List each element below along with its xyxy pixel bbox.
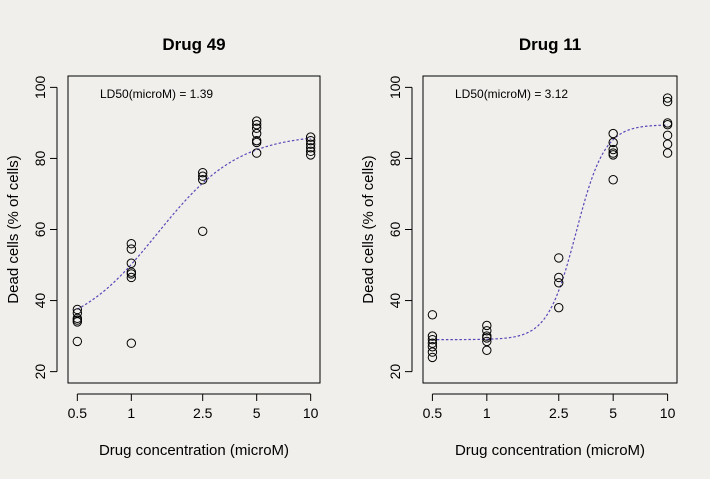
x-tick-label: 2.5 [549,405,569,421]
x-tick-label: 2.5 [193,405,213,421]
data-point [482,333,492,343]
data-point [662,130,673,141]
data-point [482,345,492,356]
data-point [72,336,83,347]
data-point [197,175,208,185]
data-point [608,175,618,185]
data-point [126,338,137,348]
y-tick-label: 40 [387,293,403,309]
y-tick-label: 80 [387,150,403,166]
data-point [305,143,316,153]
x-tick-label: 1 [127,405,135,421]
plot-frame [422,75,678,384]
data-point [662,96,673,107]
data-point [305,146,316,157]
data-point [72,317,83,327]
x-tick-label: 5 [609,405,617,421]
data-point [305,139,316,149]
ld50-annotation: LD50(microM) = 3.12 [455,87,568,101]
data-point [608,144,618,155]
data-point [197,167,208,178]
data-point [608,128,618,139]
data-point [554,302,564,313]
data-point [427,331,438,341]
y-tick-label: 60 [387,222,403,238]
y-tick-label: 40 [32,293,48,309]
data-point [197,171,208,181]
fit-curve [432,124,668,341]
chart-title: Drug 49 [162,35,225,54]
data-point [126,239,137,249]
x-tick-label: 1 [483,405,491,421]
data-point [608,137,618,148]
data-point [126,269,137,279]
data-point [251,116,262,126]
data-point [305,132,316,142]
data-point [554,278,564,288]
data-point [662,93,673,103]
fit-curve [77,137,311,310]
y-tick-label: 20 [387,364,403,380]
y-tick-label: 20 [32,364,48,380]
y-tick-label: 100 [32,75,48,99]
data-point [608,150,618,160]
ld50-annotation: LD50(microM) = 1.39 [100,87,213,101]
plot-frame [67,75,321,384]
data-point [482,326,492,336]
data-point [427,347,438,357]
data-point [251,148,262,158]
data-point [197,226,208,236]
x-tick-label: 10 [660,405,676,421]
data-point [662,148,673,158]
data-point [427,334,438,345]
data-point [662,119,673,130]
data-point [305,150,316,160]
data-point [554,253,564,263]
data-point [251,123,262,133]
data-point [427,310,438,320]
data-point [427,342,438,352]
x-tick-label: 10 [303,405,319,421]
x-axis-title: Drug concentration (microM) [455,442,645,459]
chart-title: Drug 11 [519,35,581,54]
data-point [251,137,262,148]
y-tick-label: 60 [32,222,48,238]
data-point [126,258,137,268]
x-axis-title: Drug concentration (microM) [99,442,289,459]
data-point [126,244,137,254]
data-point [427,352,438,363]
x-tick-label: 0.5 [423,405,443,421]
data-point [554,272,564,283]
panel-drug-11: Drug 11 0.5 1 2.5 5 10 20 40 60 80 100 Drug concent… [360,35,678,459]
data-point [662,118,673,128]
data-point [126,272,137,283]
data-point [482,320,492,331]
y-tick-label: 100 [387,75,403,99]
data-point [305,135,316,146]
data-point [662,139,673,149]
x-tick-label: 5 [253,405,261,421]
y-axis-title: Dead cells (% of cells) [5,155,22,303]
y-axis-title: Dead cells (% of cells) [360,155,377,303]
y-tick-label: 80 [32,150,48,166]
x-tick-label: 0.5 [68,405,88,421]
panel-drug-49: Drug 49 0.5 1 2.5 5 10 20 40 60 80 100 Drug concent… [5,35,321,459]
